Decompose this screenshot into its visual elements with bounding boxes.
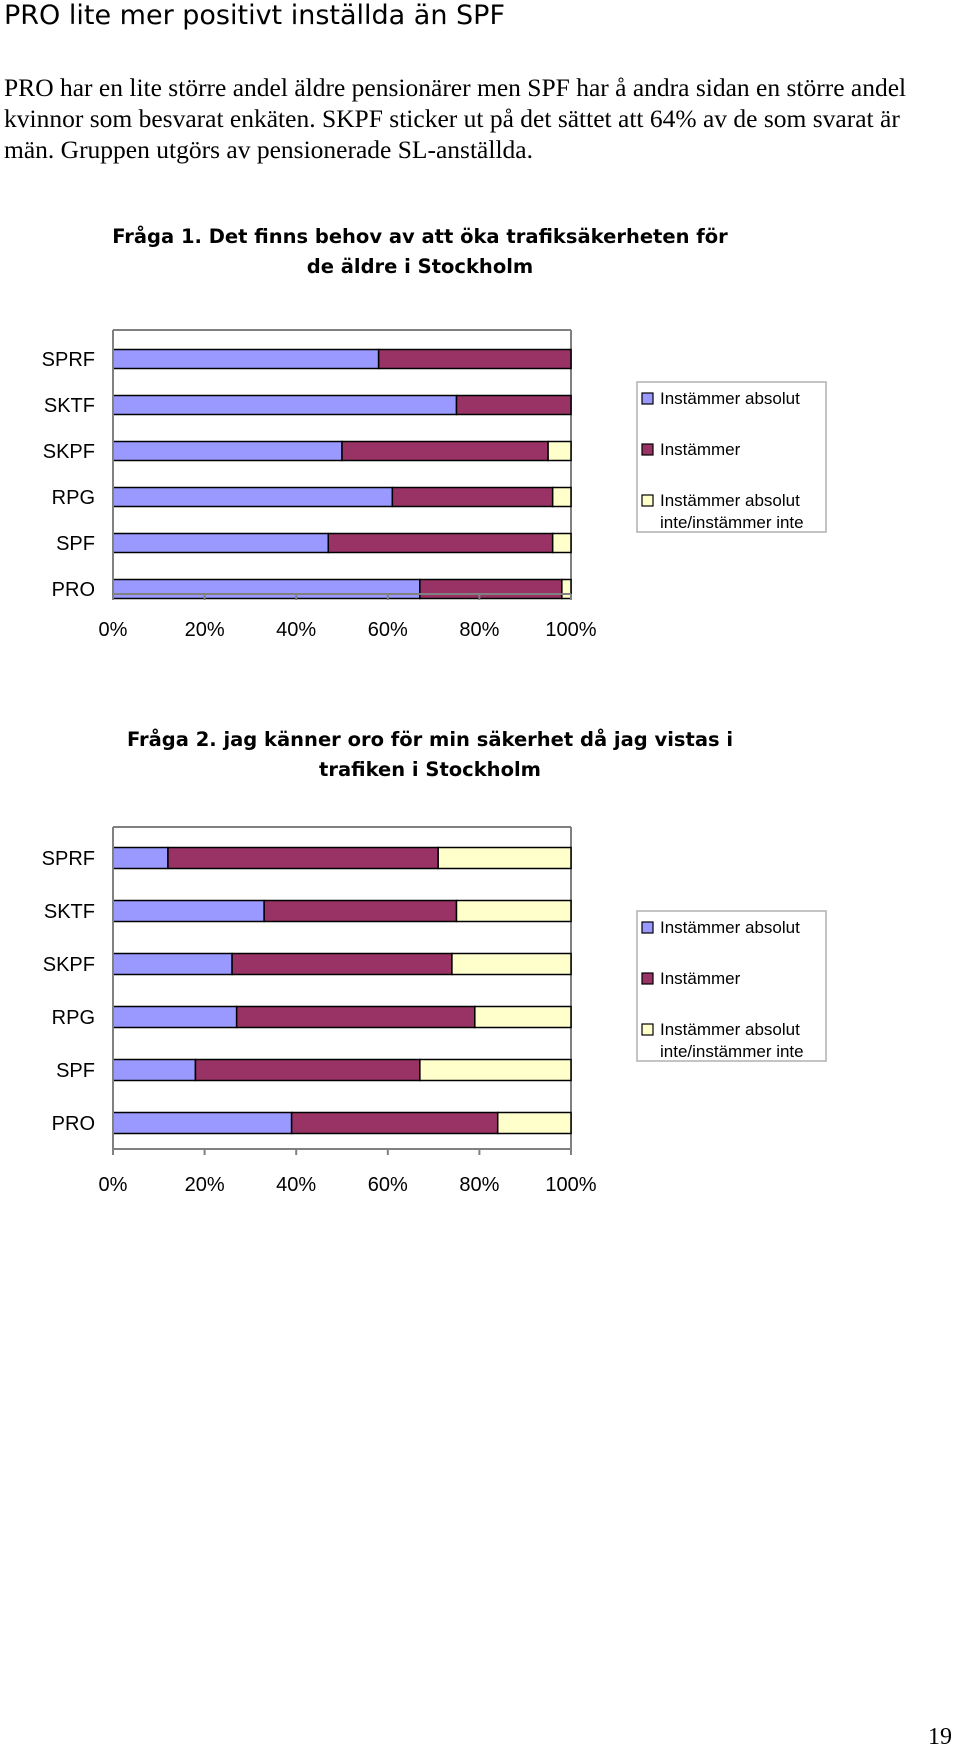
x-tick-label: 100% bbox=[545, 1174, 596, 1196]
bar-rpg-series-1 bbox=[112, 486, 394, 508]
legend-label-2: Instämmer bbox=[660, 440, 741, 459]
x-tick-label: 0% bbox=[99, 619, 128, 641]
bar-pro-series-1 bbox=[112, 578, 421, 600]
x-tick-label: 60% bbox=[368, 1174, 408, 1196]
bar-sprf-series-1 bbox=[112, 348, 380, 370]
bar-skpf-series-2 bbox=[231, 952, 453, 976]
bar-pro-series-3 bbox=[496, 1111, 572, 1135]
legend-swatch-3 bbox=[641, 1023, 654, 1036]
bar-pro-series-2 bbox=[419, 578, 563, 600]
legend-box bbox=[636, 910, 827, 1062]
legend-swatch-1 bbox=[641, 921, 654, 934]
x-tick-label: 0% bbox=[99, 1174, 128, 1196]
bar-spf-series-3 bbox=[551, 532, 572, 554]
legend-box bbox=[636, 381, 827, 533]
bar-sprf-series-2 bbox=[377, 348, 572, 370]
chart-2-title: Fråga 2. jag känner oro för min säkerhet… bbox=[126, 728, 734, 781]
bar-spf-series-2 bbox=[327, 532, 554, 554]
page-number: 19 bbox=[928, 1724, 952, 1750]
category-label-sprf: SPRF bbox=[42, 848, 95, 870]
x-tick-label: 20% bbox=[185, 619, 225, 641]
category-label-spf: SPF bbox=[56, 533, 95, 555]
bar-pro-series-2 bbox=[290, 1111, 499, 1135]
category-label-sktf: SKTF bbox=[44, 395, 95, 417]
legend-label-2: Instämmer bbox=[660, 969, 741, 988]
bar-sktf-series-2 bbox=[263, 899, 458, 923]
bar-spf-series-1 bbox=[112, 532, 330, 554]
bar-sprf-series-2 bbox=[167, 846, 439, 870]
x-tick-label: 80% bbox=[459, 619, 499, 641]
x-tick-label: 40% bbox=[276, 1174, 316, 1196]
x-tick-label: 20% bbox=[185, 1174, 225, 1196]
bar-skpf-series-3 bbox=[451, 952, 572, 976]
bar-spf-series-1 bbox=[112, 1058, 197, 1082]
legend-label-1: Instämmer absolut bbox=[660, 918, 800, 937]
legend-swatch-1 bbox=[641, 392, 654, 405]
legend-label-3-line-2: inte/instämmer inte bbox=[660, 1042, 804, 1061]
x-tick-label: 60% bbox=[368, 619, 408, 641]
legend-label-1: Instämmer absolut bbox=[660, 389, 800, 408]
bar-sprf-series-3 bbox=[437, 846, 572, 870]
bar-spf-series-2 bbox=[194, 1058, 421, 1082]
legend-label-3-line-2: inte/instämmer inte bbox=[660, 513, 804, 532]
bar-rpg-series-1 bbox=[112, 1005, 238, 1029]
intro-paragraph: PRO har en lite större andel äldre pensi… bbox=[4, 73, 907, 164]
bar-sprf-series-1 bbox=[112, 846, 169, 870]
bar-rpg-series-2 bbox=[391, 486, 554, 508]
bar-skpf-series-3 bbox=[547, 440, 572, 462]
bar-rpg-series-3 bbox=[474, 1005, 572, 1029]
chart-1-title: Fråga 1. Det finns behov av att öka traf… bbox=[112, 225, 728, 278]
category-label-sprf: SPRF bbox=[42, 349, 95, 371]
bar-sktf-series-2 bbox=[455, 394, 572, 416]
category-label-rpg: RPG bbox=[52, 1007, 95, 1029]
legend: Instämmer absolut Instämmer Instämmer abso… bbox=[636, 381, 827, 533]
bar-rpg-series-2 bbox=[235, 1005, 476, 1029]
bar-sktf-series-1 bbox=[112, 394, 458, 416]
x-tick-label: 80% bbox=[459, 1174, 499, 1196]
legend-swatch-2 bbox=[641, 972, 654, 985]
legend-label-3-line-1: Instämmer absolut bbox=[660, 491, 800, 510]
bar-pro-series-3 bbox=[561, 578, 572, 600]
bar-rpg-series-3 bbox=[551, 486, 572, 508]
legend: Instämmer absolut Instämmer Instämmer abso… bbox=[636, 910, 827, 1062]
category-label-pro: PRO bbox=[52, 1113, 95, 1135]
page-heading: PRO lite mer positivt inställda än SPF bbox=[4, 0, 505, 31]
chart-2: SPRF SKTF SKPF RPG SPF PRO 0% 20% 40% 60% 80% 100% I… bbox=[42, 826, 827, 1196]
category-label-rpg: RPG bbox=[52, 487, 95, 509]
category-label-pro: PRO bbox=[52, 579, 95, 601]
x-tick-label: 40% bbox=[276, 619, 316, 641]
bar-sktf-series-3 bbox=[455, 899, 572, 923]
legend-swatch-3 bbox=[641, 494, 654, 507]
category-label-spf: SPF bbox=[56, 1060, 95, 1082]
bar-skpf-series-2 bbox=[341, 440, 549, 462]
bar-pro-series-1 bbox=[112, 1111, 293, 1135]
category-label-skpf: SKPF bbox=[43, 441, 95, 463]
bar-skpf-series-1 bbox=[112, 440, 343, 462]
category-label-sktf: SKTF bbox=[44, 901, 95, 923]
x-tick-label: 100% bbox=[545, 619, 596, 641]
bar-skpf-series-1 bbox=[112, 952, 233, 976]
bar-sktf-series-1 bbox=[112, 899, 265, 923]
legend-label-3-line-1: Instämmer absolut bbox=[660, 1020, 800, 1039]
bar-spf-series-3 bbox=[419, 1058, 572, 1082]
legend-swatch-2 bbox=[641, 443, 654, 456]
category-label-skpf: SKPF bbox=[43, 954, 95, 976]
